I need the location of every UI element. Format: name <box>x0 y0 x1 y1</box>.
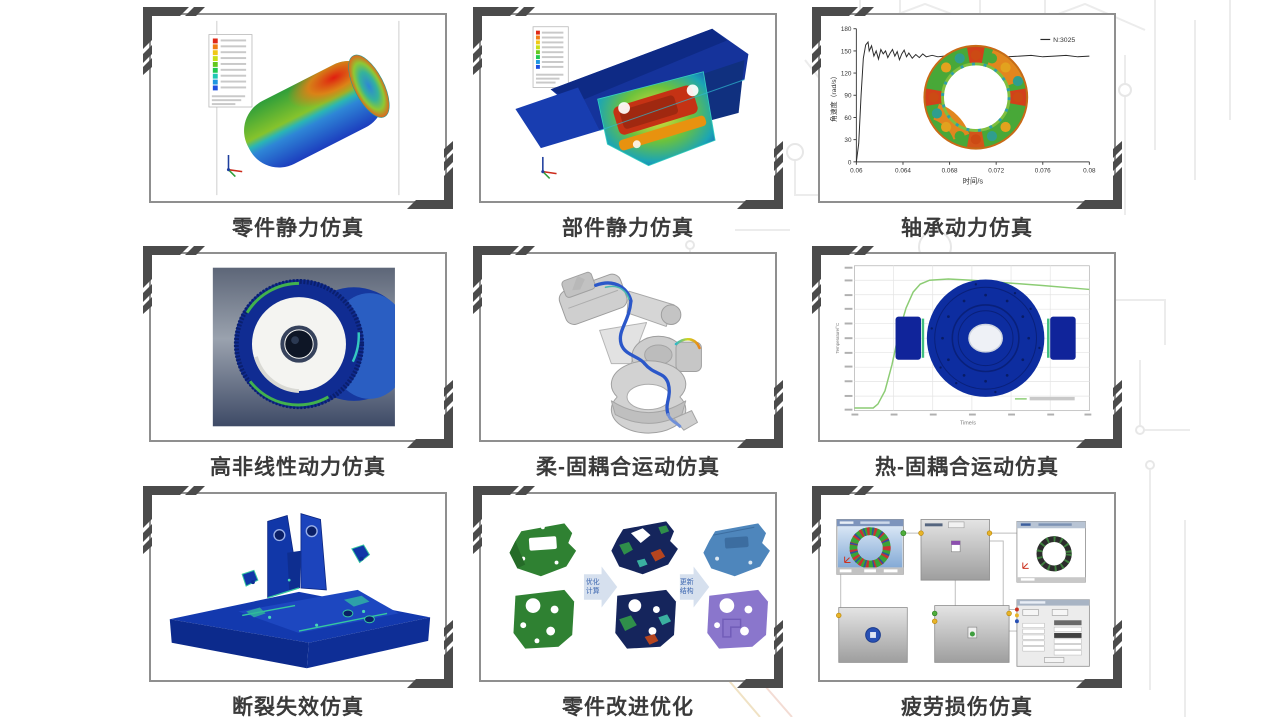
card-thermal-solid-coupling: Time/s Temperature/°C <box>812 246 1122 481</box>
card-flex-rigid-coupling: 柔-固耦合运动仿真 <box>473 246 783 481</box>
svg-text:60: 60 <box>844 115 852 122</box>
card-caption: 零件静力仿真 <box>232 217 364 240</box>
svg-text:0.072: 0.072 <box>988 168 1004 175</box>
gear-drum-simulation-image <box>212 267 395 427</box>
svg-text:N:3025: N:3025 <box>1053 37 1075 44</box>
window-result-ring <box>1016 521 1086 583</box>
card-caption: 柔-固耦合运动仿真 <box>536 456 720 479</box>
card-fracture-failure: 断裂失效仿真 <box>143 486 453 717</box>
redesigned-plate-part <box>707 589 768 649</box>
redesigned-bracket-part <box>703 523 770 577</box>
svg-text:120: 120 <box>841 70 852 77</box>
card-part-static: 零件静力仿真 <box>143 7 453 242</box>
flying-fragments <box>241 544 371 587</box>
svg-text:0.068: 0.068 <box>942 168 958 175</box>
axis-triad-icon <box>541 156 557 180</box>
chart-legend: N:3025 <box>1040 37 1075 44</box>
bearing-balls <box>928 50 1023 145</box>
svg-text:结构: 结构 <box>680 586 694 595</box>
panel-manager <box>918 519 993 581</box>
card-assembly-static: 部件静力仿真 <box>473 7 783 242</box>
card-caption: 部件静力仿真 <box>562 217 694 240</box>
optimize-arrow: 优化 计算 <box>583 566 618 608</box>
svg-text:0: 0 <box>848 159 852 166</box>
bracket-fea-model <box>515 28 749 167</box>
svg-text:优化: 优化 <box>586 577 600 586</box>
card-caption: 疲劳损伤仿真 <box>901 696 1033 717</box>
panel-solver-green <box>932 605 1012 663</box>
card-caption: 零件改进优化 <box>562 696 694 717</box>
window-model-preview <box>836 519 907 575</box>
fatigue-workflow-image <box>836 519 1090 667</box>
workflow-connectors <box>840 532 1017 632</box>
svg-text:180: 180 <box>841 26 852 33</box>
svg-text:更新: 更新 <box>680 577 694 586</box>
bearing-ring-model <box>923 44 1029 150</box>
svg-text:0.064: 0.064 <box>895 168 911 175</box>
axis-triad-icon <box>226 154 243 178</box>
svg-text:90: 90 <box>844 93 852 100</box>
part-static-simulation-image <box>208 20 400 196</box>
chart-legend <box>1014 396 1075 401</box>
fractured-bracket <box>238 513 399 634</box>
bearing-dynamics-chart: 0 30 60 90 120 150 180 0.06 0.064 0.068 … <box>829 26 1096 185</box>
topology-result-bracket <box>611 521 678 575</box>
assembly-static-simulation-image <box>515 26 749 180</box>
card-part-optimization: 优化 计算 <box>473 486 783 717</box>
card-bearing-dynamics: 0 30 60 90 120 150 180 0.06 0.064 0.068 … <box>812 7 1122 242</box>
original-plate-part <box>513 589 575 649</box>
thermal-chart-image: Time/s Temperature/°C <box>835 265 1092 426</box>
y-axis-label: 角速度（rad/s） <box>829 73 838 122</box>
card-fatigue-damage: 疲劳损伤仿真 <box>812 486 1122 717</box>
optimization-workflow-image: 优化 计算 <box>509 521 770 649</box>
svg-text:0.076: 0.076 <box>1035 168 1051 175</box>
robot-arm-model <box>558 271 702 434</box>
topology-result-plate <box>615 589 676 649</box>
y-axis-label: Temperature/°C <box>835 323 840 354</box>
result-legend-colorbar <box>208 34 253 108</box>
robot-arm-simulation-image <box>558 271 702 434</box>
update-structure-arrow: 更新 结构 <box>679 566 710 608</box>
panel-solver-blue <box>836 607 908 663</box>
original-bracket-part <box>509 523 577 577</box>
x-axis-label: 时间/s <box>963 176 984 185</box>
svg-text:计算: 计算 <box>586 586 600 595</box>
card-caption: 断裂失效仿真 <box>232 696 364 717</box>
card-caption: 热-固耦合运动仿真 <box>875 456 1059 479</box>
brake-disc-model <box>895 279 1076 397</box>
svg-text:150: 150 <box>841 48 852 55</box>
svg-text:0.06: 0.06 <box>850 168 863 175</box>
card-nonlinear-dynamics: 高非线性动力仿真 <box>143 246 453 481</box>
drum-model <box>233 278 395 410</box>
cylinder-fea-model <box>244 49 390 168</box>
card-caption: 轴承动力仿真 <box>901 217 1033 240</box>
svg-text:30: 30 <box>844 137 852 144</box>
card-caption: 高非线性动力仿真 <box>210 456 386 479</box>
result-legend-colorbar <box>532 26 569 88</box>
svg-text:0.08: 0.08 <box>1083 168 1096 175</box>
flexible-cable <box>594 281 701 428</box>
x-axis-label: Time/s <box>960 420 976 426</box>
fracture-simulation-image <box>169 513 431 669</box>
window-table-dialog <box>1014 599 1090 667</box>
